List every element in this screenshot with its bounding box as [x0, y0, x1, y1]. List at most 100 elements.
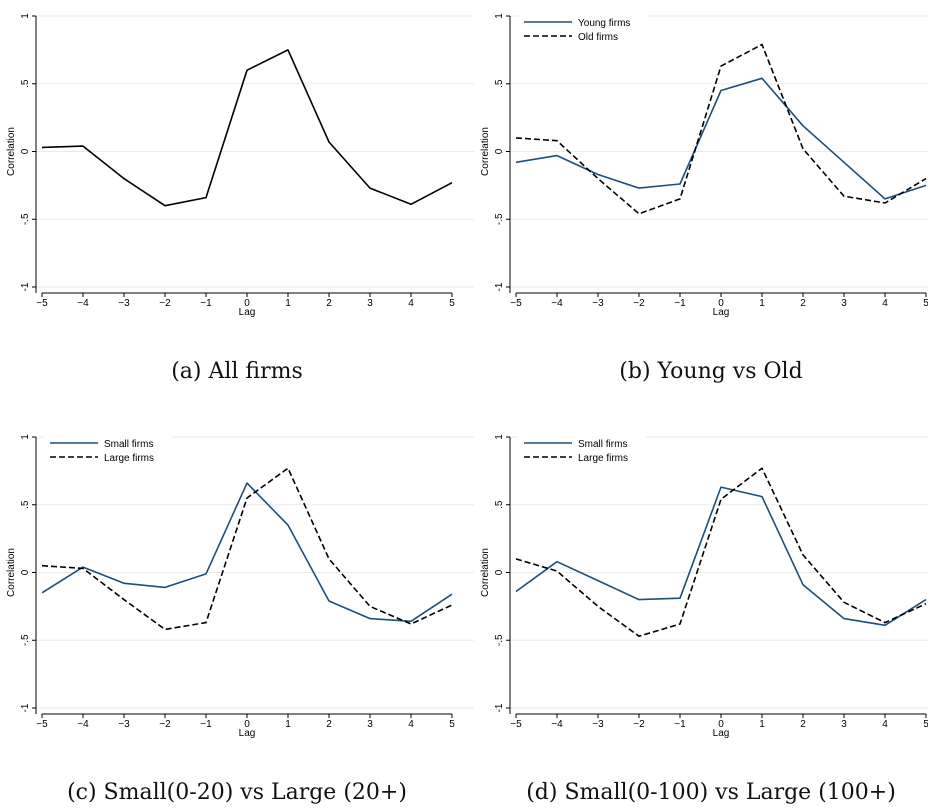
x-tick-label: 5	[449, 298, 455, 309]
x-tick-label: −1	[200, 298, 212, 309]
y-tick-label: 1	[20, 13, 31, 19]
y-tick-label: -1	[20, 282, 31, 291]
x-tick-label: −4	[551, 298, 563, 309]
x-tick-label: 0	[244, 719, 250, 730]
x-tick-label: −1	[674, 298, 686, 309]
y-tick-label: 1	[20, 434, 31, 440]
series-line-small-firms	[515, 486, 927, 627]
x-tick-label: 2	[800, 719, 806, 730]
x-tick-label: −5	[510, 298, 522, 309]
x-tick-label: 3	[367, 298, 373, 309]
legend-box	[518, 10, 646, 46]
legend-label: Small firms	[104, 439, 153, 450]
panel-d: 1 .5 0 -.5 -1 Correlation −5 −4 −3 −2 −1 0 1 2 3 4 5 Lag S…	[480, 431, 928, 805]
x-tick-label: −4	[77, 719, 89, 730]
y-tick-label: .5	[494, 79, 505, 88]
x-tick-label: 5	[449, 719, 455, 730]
legend-label: Small firms	[578, 439, 627, 450]
series-line-small-firms	[41, 482, 453, 623]
x-tick-label: 5	[923, 298, 928, 309]
x-tick-label: 1	[285, 298, 291, 309]
legend-label: Large firms	[578, 453, 628, 464]
x-tick-label: −4	[77, 298, 89, 309]
x-tick-label: 5	[923, 719, 928, 730]
y-tick-label: .5	[494, 500, 505, 509]
x-tick-label: −5	[36, 298, 48, 309]
y-axis-title: Correlation	[480, 548, 491, 597]
x-tick-label: −3	[118, 298, 130, 309]
y-tick-label: -1	[494, 703, 505, 712]
series-line-large-firms	[41, 467, 453, 631]
y-tick-label: -1	[494, 282, 505, 291]
y-tick-label: .5	[20, 79, 31, 88]
y-tick-label: 0	[494, 148, 505, 154]
x-tick-label: 0	[718, 719, 724, 730]
x-tick-label: −4	[551, 719, 563, 730]
panel-caption: (d) Small(0-100) vs Large (100+)	[526, 780, 896, 805]
x-axis-title: Lag	[239, 728, 256, 739]
x-axis-title: Lag	[713, 728, 730, 739]
x-tick-label: −5	[36, 719, 48, 730]
legend-label: Large firms	[104, 453, 154, 464]
x-tick-label: 4	[882, 719, 888, 730]
x-tick-label: 2	[800, 298, 806, 309]
legend: Small firms Large firms	[44, 431, 172, 467]
panel-b: 1 .5 0 -.5 -1 Correlation −5 −4 −3 −2 −1 0 1 2 3 4 5 Lag Y…	[480, 10, 928, 384]
y-axis-title: Correlation	[6, 548, 17, 597]
series-line-young-firms	[515, 77, 927, 200]
y-tick-label: 0	[20, 569, 31, 575]
x-tick-label: −3	[592, 719, 604, 730]
x-tick-label: 0	[244, 298, 250, 309]
y-tick-label: 0	[20, 148, 31, 154]
x-tick-label: 4	[408, 298, 414, 309]
y-tick-label: -.5	[20, 634, 31, 646]
x-axis-title: Lag	[713, 307, 730, 318]
panel-caption: (b) Young vs Old	[619, 359, 802, 384]
y-tick-label: 0	[494, 569, 505, 575]
x-tick-label: 2	[326, 298, 332, 309]
series-line-old-firms	[515, 43, 927, 215]
x-tick-label: 4	[882, 298, 888, 309]
x-tick-label: −3	[592, 298, 604, 309]
series-line-all	[41, 49, 453, 207]
series-line-large-firms	[515, 467, 927, 637]
x-tick-label: −1	[674, 719, 686, 730]
panel-caption: (a) All firms	[171, 359, 303, 384]
x-tick-label: −2	[633, 298, 645, 309]
x-tick-label: 4	[408, 719, 414, 730]
y-tick-label: -.5	[20, 213, 31, 225]
x-tick-label: 2	[326, 719, 332, 730]
legend: Young firms Old firms	[518, 10, 646, 46]
x-tick-label: 3	[841, 298, 847, 309]
x-tick-label: 3	[841, 719, 847, 730]
legend-label: Old firms	[578, 32, 618, 43]
x-tick-label: −3	[118, 719, 130, 730]
y-axis-title: Correlation	[480, 127, 491, 176]
legend: Small firms Large firms	[518, 431, 646, 467]
x-tick-label: 1	[285, 719, 291, 730]
y-tick-label: -1	[20, 703, 31, 712]
x-tick-label: 0	[718, 298, 724, 309]
y-tick-label: 1	[494, 13, 505, 19]
legend-box	[44, 431, 172, 467]
y-axis-title: Correlation	[6, 127, 17, 176]
x-tick-label: −2	[159, 719, 171, 730]
x-tick-label: 1	[759, 719, 765, 730]
panel-a: 1 .5 0 -.5 -1 Correlation −5 −4 −3 −2 −1 0 1 2 3 4 5 Lag (…	[6, 13, 474, 384]
x-tick-label: −2	[633, 719, 645, 730]
x-tick-label: −5	[510, 719, 522, 730]
y-tick-label: .5	[20, 500, 31, 509]
legend-box	[518, 431, 646, 467]
x-tick-label: −2	[159, 298, 171, 309]
panel-caption: (c) Small(0-20) vs Large (20+)	[67, 780, 407, 805]
panel-c: 1 .5 0 -.5 -1 Correlation −5 −4 −3 −2 −1 0 1 2 3 4 5 Lag S…	[6, 431, 474, 805]
y-tick-label: -.5	[494, 634, 505, 646]
y-tick-label: 1	[494, 434, 505, 440]
x-tick-label: 1	[759, 298, 765, 309]
legend-label: Young firms	[578, 18, 630, 29]
y-tick-label: -.5	[494, 213, 505, 225]
x-tick-label: 3	[367, 719, 373, 730]
x-tick-label: −1	[200, 719, 212, 730]
x-axis-title: Lag	[239, 307, 256, 318]
